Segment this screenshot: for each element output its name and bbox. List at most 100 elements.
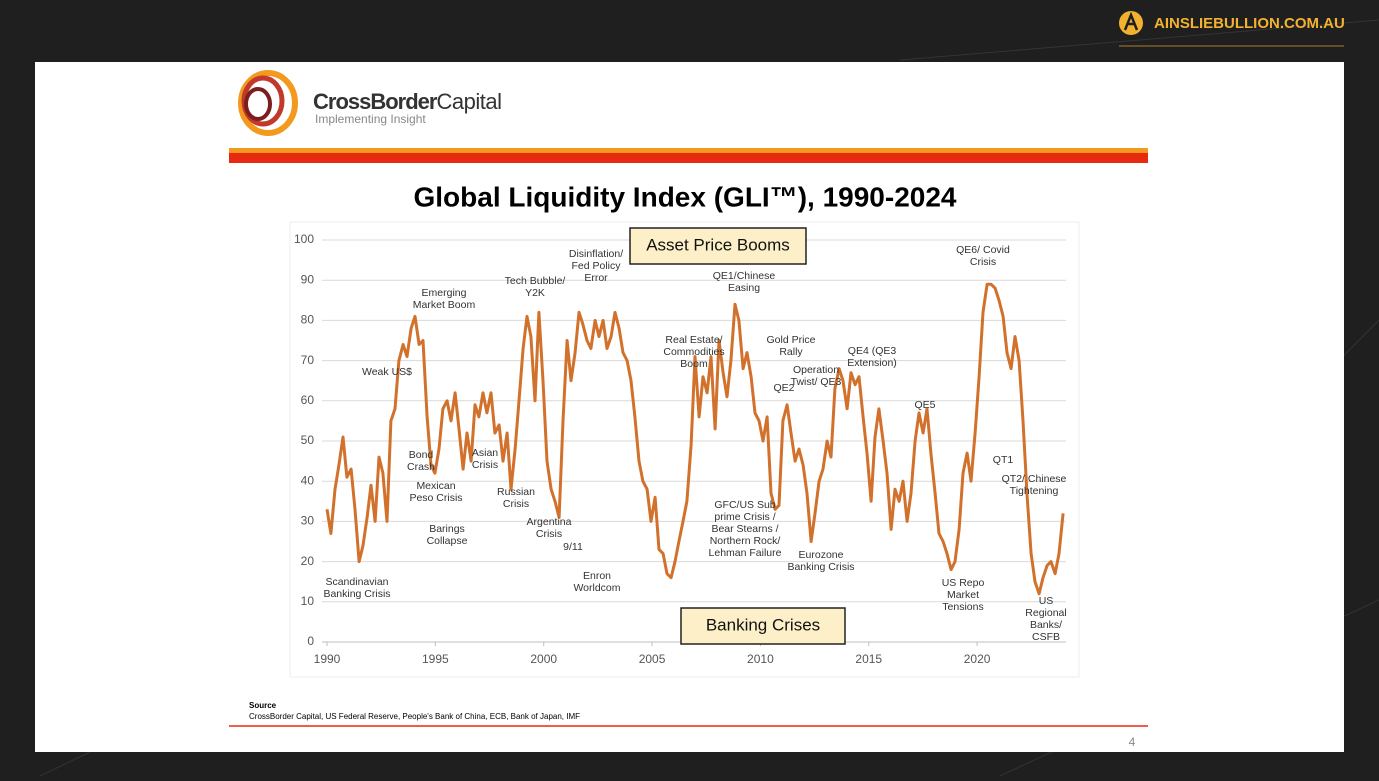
- annotation-line: Crisis: [536, 528, 562, 540]
- annotation: Eurozone Banking Crisis: [787, 549, 854, 573]
- brand-icon-a: [1123, 11, 1139, 31]
- annotation: US Regional Banks/CSFB: [1025, 595, 1066, 643]
- annotation-line: Regional: [1025, 607, 1066, 619]
- annotation: QE6/ Covid Crisis: [956, 244, 1010, 268]
- callout-box: [680, 607, 846, 645]
- x-tick-label: 1990: [314, 652, 341, 666]
- annotation-line: GFC/US Sub: [714, 499, 775, 511]
- x-tick-label: 2020: [964, 652, 991, 666]
- annotation-line: Commodities: [663, 346, 724, 358]
- y-tick-label: 20: [301, 554, 315, 568]
- y-tick-label: 80: [301, 313, 315, 327]
- annotation-line: Fed Policy: [571, 260, 621, 272]
- logo-name: CrossBorderCapital: [313, 89, 501, 114]
- annotation: Argentina Crisis: [527, 516, 572, 540]
- annotation-line: QE2: [773, 382, 794, 394]
- annotation-line: QT2/ Chinese: [1002, 473, 1067, 485]
- annotation-line: Northern Rock/: [710, 535, 781, 547]
- callout-text: Asset Price Booms: [646, 235, 790, 254]
- x-tick-label: 2005: [639, 652, 666, 666]
- y-tick-label: 70: [301, 353, 315, 367]
- annotation-line: Eurozone: [799, 549, 844, 561]
- x-tick-label: 1995: [422, 652, 449, 666]
- annotation-line: Weak US$: [362, 366, 412, 378]
- x-tick-label: 2015: [855, 652, 882, 666]
- annotation: Weak US$: [362, 366, 412, 378]
- annotation: Asian Crisis: [472, 447, 498, 471]
- callout-text: Banking Crises: [706, 615, 820, 634]
- annotation-line: Error: [584, 272, 608, 284]
- brand: AINSLIEBULLION.COM.AU: [1154, 15, 1345, 32]
- annotation-line: 9/11: [563, 541, 583, 553]
- annotation: GFC/US Sub prime Crisis / Bear Stearns / No…: [709, 499, 782, 559]
- y-tick-label: 40: [301, 473, 315, 487]
- annotation-line: Peso Crisis: [409, 492, 462, 504]
- annotation-line: US Repo: [942, 577, 985, 589]
- annotation-line: Banking Crisis: [787, 561, 854, 573]
- annotation: Tech Bubble/Y2K: [505, 275, 566, 299]
- logo-name-light: Capital: [436, 89, 501, 114]
- annotation-line: Tensions: [942, 601, 983, 613]
- annotation: 9/11: [563, 541, 583, 553]
- annotation: Operation Twist/ QE3: [791, 364, 842, 388]
- plot-frame: [289, 221, 1080, 678]
- chart-title: Global Liquidity Index (GLI™), 1990-2024: [413, 181, 956, 212]
- annotation-line: Market Boom: [413, 299, 476, 311]
- annotation-line: Crisis: [970, 256, 996, 268]
- annotation-line: CSFB: [1032, 631, 1060, 643]
- data-line: [325, 282, 1065, 596]
- callout-box: [629, 227, 807, 265]
- annotation-line: Real Estate/: [665, 334, 722, 346]
- x-tick-label: 2010: [747, 652, 774, 666]
- annotation-line: prime Crisis /: [714, 511, 775, 523]
- annotation: Gold Price Rally: [766, 334, 815, 358]
- y-tick-label: 100: [294, 232, 314, 246]
- source-title: Source: [249, 701, 277, 710]
- annotation: Scandinavian Banking Crisis: [323, 576, 390, 600]
- annotation: QE2: [773, 382, 794, 394]
- y-tick-label: 10: [301, 594, 315, 608]
- annotation-line: Rally: [779, 346, 803, 358]
- annotation-line: Tech Bubble/: [505, 275, 566, 287]
- banner-red: [229, 153, 1148, 163]
- y-tick-label: 60: [301, 393, 315, 407]
- source-text: CrossBorder Capital, US Federal Reserve,…: [249, 712, 580, 721]
- annotation: US Repo Market Tensions: [942, 577, 985, 613]
- annotation-line: Market: [947, 589, 979, 601]
- annotation-line: Disinflation/: [569, 248, 623, 260]
- plot: 0 10 20 30 40 50 60 70 80 90 100 1990 1995 2000 2005 20…: [294, 227, 1067, 666]
- annotation-line: QE5: [914, 399, 935, 411]
- y-tick-label: 30: [301, 514, 315, 528]
- annotation-line: Worldcom: [573, 582, 620, 594]
- annotation-line: Y2K: [525, 287, 545, 299]
- annotation-line: Boom: [680, 358, 708, 370]
- annotation-line: Collapse: [427, 535, 468, 547]
- annotation-line: Argentina: [527, 516, 572, 528]
- annotation-line: QE4 (QE3: [848, 345, 897, 357]
- annotation-line: Extension): [847, 357, 897, 369]
- annotation-line: Easing: [728, 282, 760, 294]
- annotation-line: Emerging: [422, 287, 467, 299]
- logo-mark: [238, 70, 298, 136]
- annotation-line: Russian: [497, 486, 535, 498]
- annotation-line: QT1: [993, 454, 1014, 466]
- annotation-line: Crisis: [472, 459, 498, 471]
- annotation: QT2/ Chinese Tightening: [1002, 473, 1067, 497]
- logo-tagline: Implementing Insight: [315, 112, 426, 126]
- annotation-line: Mexican: [416, 480, 455, 492]
- annotation: Enron Worldcom: [573, 570, 620, 594]
- y-tick-label: 50: [301, 433, 315, 447]
- annotation: Mexican Peso Crisis: [409, 480, 462, 504]
- annotation: QT1: [993, 454, 1014, 466]
- annotation-line: Enron: [583, 570, 611, 582]
- annotation: Real Estate/Commodities Boom: [663, 334, 724, 370]
- annotation-line: Tightening: [1010, 485, 1059, 497]
- annotation-line: Bear Stearns /: [711, 523, 778, 535]
- annotation-line: Crisis: [503, 498, 529, 510]
- annotation-line: Operation: [793, 364, 839, 376]
- annotation-line: Bond: [409, 449, 434, 461]
- y-tick-label: 90: [301, 272, 315, 286]
- annotation: QE4 (QE3 Extension): [847, 345, 897, 369]
- annotation: Disinflation/Fed Policy Error: [569, 248, 623, 284]
